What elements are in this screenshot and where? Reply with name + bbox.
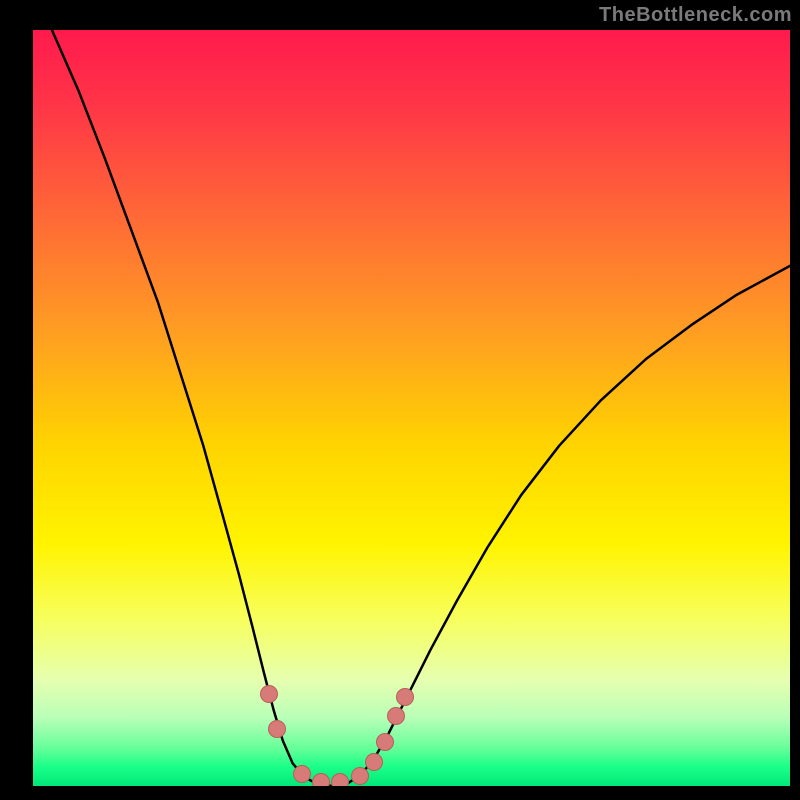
data-marker <box>312 773 330 786</box>
data-marker <box>396 688 414 706</box>
data-marker <box>365 753 383 771</box>
figure-outer: TheBottleneck.com <box>0 0 800 800</box>
data-marker <box>293 765 311 783</box>
curve-layer <box>33 30 790 786</box>
bottleneck-curve <box>52 30 790 786</box>
data-marker <box>376 733 394 751</box>
data-marker <box>331 773 349 786</box>
data-marker <box>268 720 286 738</box>
data-marker <box>387 707 405 725</box>
data-marker <box>260 685 278 703</box>
data-marker <box>351 767 369 785</box>
watermark-text: TheBottleneck.com <box>599 4 792 27</box>
plot-area <box>33 30 790 786</box>
